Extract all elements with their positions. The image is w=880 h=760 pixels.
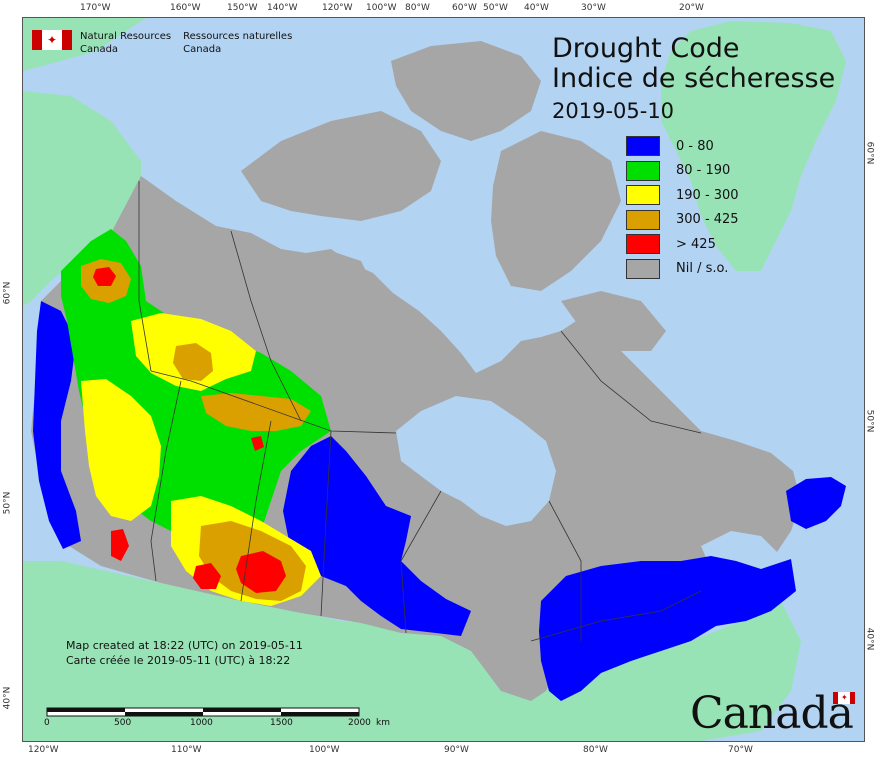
top-tick: 80°W	[405, 3, 430, 13]
right-tick: 40°N	[864, 627, 875, 651]
arctic-island	[561, 291, 666, 351]
left-tick: 40°N	[2, 686, 13, 710]
wordmark-text: Canada	[690, 688, 854, 739]
top-tick: 20°W	[679, 3, 704, 13]
right-tick: 50°N	[864, 409, 875, 433]
legend-swatch	[626, 160, 660, 181]
map-title-en: Drought Code	[552, 33, 740, 64]
bottom-tick: 70°W	[728, 745, 753, 755]
legend-swatch	[626, 258, 660, 279]
scale-label: 0	[44, 718, 50, 728]
map-title-block: Drought Code Indice de sécheresse 2019-0…	[552, 34, 835, 126]
drought-zone-300-425	[201, 393, 311, 431]
arctic-island	[491, 131, 621, 291]
right-tick: 60°N	[864, 141, 875, 165]
provincial-boundaries	[138, 181, 702, 642]
map-svg	[23, 18, 864, 741]
credit-en: Map created at 18:22 (UTC) on 2019-05-11	[66, 639, 303, 652]
legend-swatch	[626, 136, 660, 157]
drought-zone-over-425	[93, 267, 116, 286]
usa-land	[23, 561, 801, 741]
map-title-fr: Indice de sécheresse	[552, 63, 836, 94]
scale-label: 500	[114, 718, 132, 728]
legend-item: 0 - 80	[626, 134, 739, 159]
drought-zone-0-80	[283, 436, 471, 636]
legend-swatch	[626, 185, 660, 206]
drought-zone-over-425	[111, 529, 129, 561]
arctic-island	[301, 251, 371, 296]
legend-label: 190 - 300	[676, 187, 739, 203]
scale-bar-svg	[46, 707, 360, 717]
drought-zone-0-80	[33, 301, 81, 549]
legend-item: 300 - 425	[626, 208, 739, 233]
legend-label: > 425	[676, 236, 716, 252]
scale-label: 1500	[270, 718, 293, 728]
org-name-fr-1: Ressources naturelles	[183, 31, 293, 42]
arctic-island	[241, 111, 441, 221]
legend-swatch	[626, 234, 660, 255]
legend-swatch	[626, 209, 660, 230]
bottom-tick: 120°W	[28, 745, 59, 755]
scale-label: 1000	[190, 718, 213, 728]
bottom-tick: 100°W	[309, 745, 340, 755]
alaska-mainland	[23, 91, 141, 306]
legend-item: 190 - 300	[626, 183, 739, 208]
map-canvas[interactable]	[22, 17, 865, 742]
top-tick: 160°W	[170, 3, 201, 13]
top-tick: 140°W	[267, 3, 298, 13]
left-tick: 50°N	[2, 491, 13, 515]
bottom-tick: 110°W	[171, 745, 202, 755]
legend-item: 80 - 190	[626, 159, 739, 184]
legend: 0 - 80 80 - 190 190 - 300 300 - 425 > 42…	[626, 134, 739, 281]
credit-fr: Carte créée le 2019-05-11 (UTC) à 18:22	[66, 654, 291, 667]
left-tick: 60°N	[2, 281, 13, 305]
nrcan-signature: ✦ Natural Resources Canada Ressources na…	[32, 30, 304, 56]
top-tick: 30°W	[581, 3, 606, 13]
org-name-en-2: Canada	[80, 44, 119, 55]
bottom-tick: 90°W	[444, 745, 469, 755]
legend-label: Nil / s.o.	[676, 261, 729, 277]
drought-zone-over-425	[236, 551, 286, 593]
top-tick: 60°W	[452, 3, 477, 13]
newfoundland	[786, 477, 846, 529]
drought-zone-over-425	[193, 563, 221, 589]
scale-label: 2000	[348, 718, 371, 728]
greenland-land	[661, 21, 846, 271]
arctic-island	[391, 41, 541, 141]
bottom-tick: 80°W	[583, 745, 608, 755]
top-tick: 40°W	[524, 3, 549, 13]
legend-label: 80 - 190	[676, 163, 731, 179]
legend-item: Nil / s.o.	[626, 257, 739, 282]
legend-item: > 425	[626, 232, 739, 257]
map-date: 2019-05-10	[552, 99, 675, 123]
top-tick: 120°W	[322, 3, 353, 13]
scale-bar	[46, 704, 366, 723]
top-tick: 150°W	[227, 3, 258, 13]
drought-zone-300-425	[173, 343, 213, 381]
org-name-en-1: Natural Resources	[80, 31, 172, 42]
legend-label: 300 - 425	[676, 212, 739, 228]
canada-wordmark: Canada ✦	[690, 688, 855, 739]
canada-flag-icon: ✦	[32, 30, 72, 50]
drought-zone-190-300	[81, 379, 161, 521]
hudson-bay	[396, 396, 556, 526]
legend-label: 0 - 80	[676, 138, 714, 154]
top-tick: 50°W	[483, 3, 508, 13]
drought-zone-over-425	[251, 436, 264, 451]
creation-credits: Map created at 18:22 (UTC) on 2019-05-11…	[66, 638, 303, 668]
top-tick: 100°W	[366, 3, 397, 13]
drought-zone-0-80	[539, 556, 796, 701]
org-name-fr-2: Canada	[183, 44, 222, 55]
scale-unit: km	[376, 718, 390, 728]
top-tick: 170°W	[80, 3, 111, 13]
wordmark-flag-icon: ✦	[832, 692, 855, 704]
